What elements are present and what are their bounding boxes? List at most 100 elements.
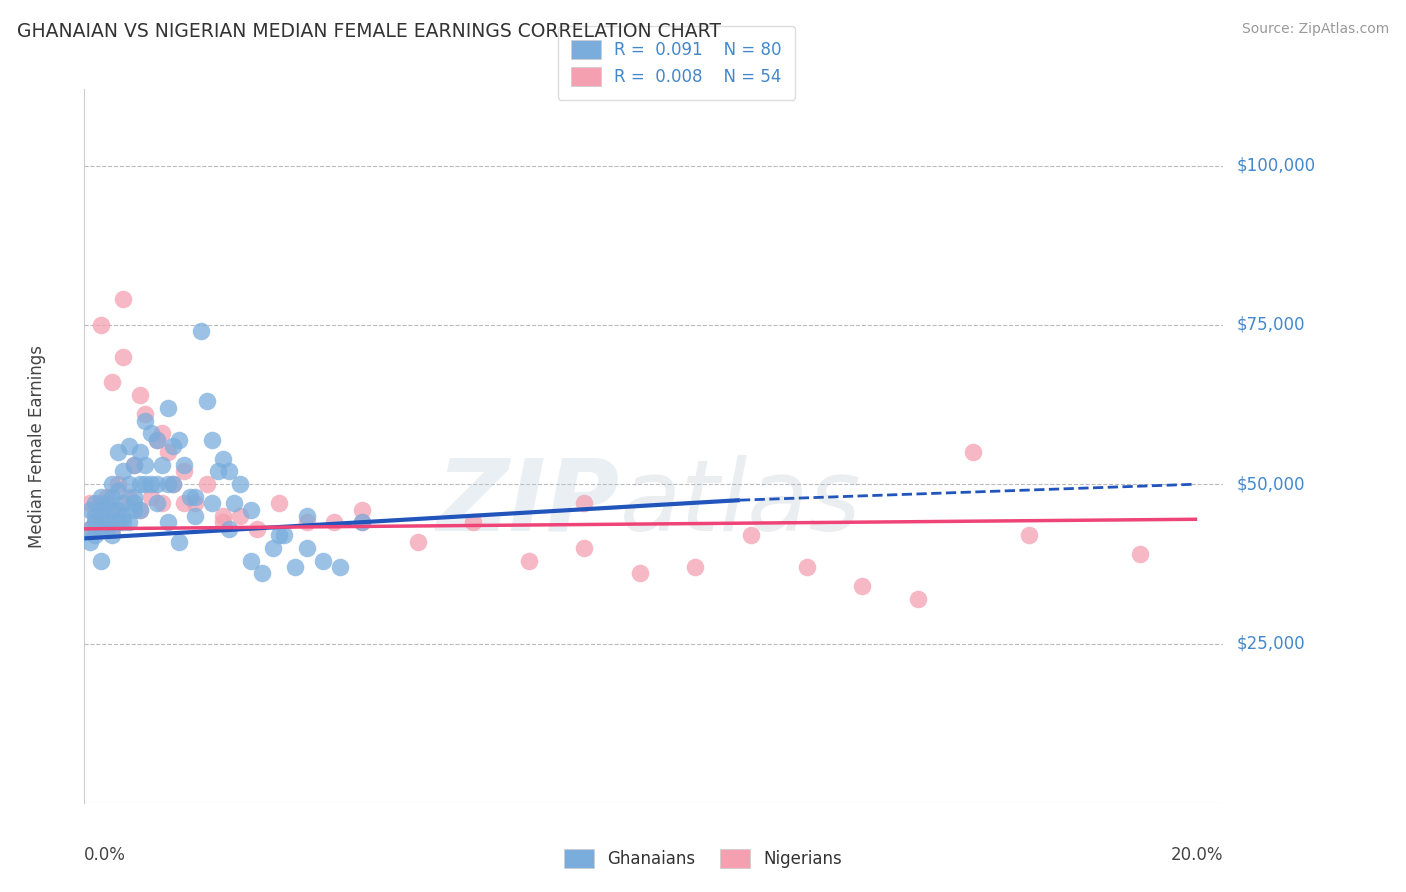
Point xyxy=(273,528,295,542)
Point xyxy=(107,477,129,491)
Point xyxy=(90,502,112,516)
Text: $75,000: $75,000 xyxy=(1237,316,1306,334)
Point xyxy=(112,496,135,510)
Point xyxy=(240,554,263,568)
Point xyxy=(96,496,118,510)
Point xyxy=(323,516,346,530)
Point xyxy=(112,465,135,479)
Point xyxy=(101,528,124,542)
Text: Source: ZipAtlas.com: Source: ZipAtlas.com xyxy=(1241,22,1389,37)
Point xyxy=(107,502,129,516)
Point xyxy=(96,490,118,504)
Point xyxy=(685,560,707,574)
Point xyxy=(150,496,173,510)
Point xyxy=(212,509,235,524)
Point xyxy=(84,528,107,542)
Point xyxy=(96,522,118,536)
Point xyxy=(167,534,190,549)
Point xyxy=(107,445,129,459)
Point xyxy=(201,496,224,510)
Point xyxy=(79,522,101,536)
Point xyxy=(84,496,107,510)
Point xyxy=(134,458,156,472)
Point xyxy=(1018,528,1040,542)
Point xyxy=(162,477,184,491)
Point xyxy=(851,579,873,593)
Point xyxy=(517,554,540,568)
Point xyxy=(90,509,112,524)
Point xyxy=(84,509,107,524)
Point xyxy=(101,477,124,491)
Point xyxy=(184,509,207,524)
Point xyxy=(118,439,141,453)
Point xyxy=(96,516,118,530)
Point xyxy=(79,496,101,510)
Point xyxy=(162,477,184,491)
Point xyxy=(156,477,179,491)
Point xyxy=(112,509,135,524)
Point xyxy=(1129,547,1152,561)
Point xyxy=(84,516,107,530)
Point xyxy=(101,502,124,516)
Point xyxy=(224,496,246,510)
Point xyxy=(218,522,240,536)
Point xyxy=(740,528,762,542)
Point xyxy=(229,477,252,491)
Point xyxy=(406,534,429,549)
Point xyxy=(90,522,112,536)
Point xyxy=(195,477,218,491)
Point xyxy=(156,401,179,415)
Point xyxy=(79,534,101,549)
Point xyxy=(173,465,195,479)
Text: $25,000: $25,000 xyxy=(1237,634,1306,653)
Point xyxy=(145,477,167,491)
Point xyxy=(574,496,596,510)
Point xyxy=(112,516,135,530)
Point xyxy=(179,490,201,504)
Point xyxy=(195,394,218,409)
Point xyxy=(118,477,141,491)
Point xyxy=(150,426,173,441)
Point xyxy=(124,458,146,472)
Point xyxy=(107,483,129,498)
Point xyxy=(352,502,374,516)
Point xyxy=(295,509,318,524)
Point xyxy=(96,516,118,530)
Point xyxy=(156,445,179,459)
Point xyxy=(167,433,190,447)
Point xyxy=(101,502,124,516)
Point xyxy=(129,502,152,516)
Point xyxy=(118,516,141,530)
Point xyxy=(124,490,146,504)
Point xyxy=(229,509,252,524)
Point xyxy=(124,496,146,510)
Point xyxy=(79,522,101,536)
Point xyxy=(101,522,124,536)
Point xyxy=(112,293,135,307)
Point xyxy=(90,496,112,510)
Point xyxy=(107,516,129,530)
Point xyxy=(574,541,596,555)
Point xyxy=(101,490,124,504)
Point xyxy=(329,560,352,574)
Point xyxy=(218,465,240,479)
Point xyxy=(907,591,929,606)
Text: $50,000: $50,000 xyxy=(1237,475,1306,493)
Point xyxy=(201,433,224,447)
Point xyxy=(150,458,173,472)
Point xyxy=(250,566,273,581)
Point xyxy=(145,496,167,510)
Point xyxy=(352,516,374,530)
Point xyxy=(262,541,284,555)
Point xyxy=(184,490,207,504)
Legend: Ghanaians, Nigerians: Ghanaians, Nigerians xyxy=(557,842,849,875)
Point xyxy=(284,560,307,574)
Point xyxy=(101,516,124,530)
Point xyxy=(295,516,318,530)
Point xyxy=(240,502,263,516)
Text: 20.0%: 20.0% xyxy=(1171,846,1223,863)
Point xyxy=(796,560,818,574)
Legend: R =  0.091    N = 80, R =  0.008    N = 54: R = 0.091 N = 80, R = 0.008 N = 54 xyxy=(558,26,796,100)
Point xyxy=(312,554,335,568)
Point xyxy=(267,528,290,542)
